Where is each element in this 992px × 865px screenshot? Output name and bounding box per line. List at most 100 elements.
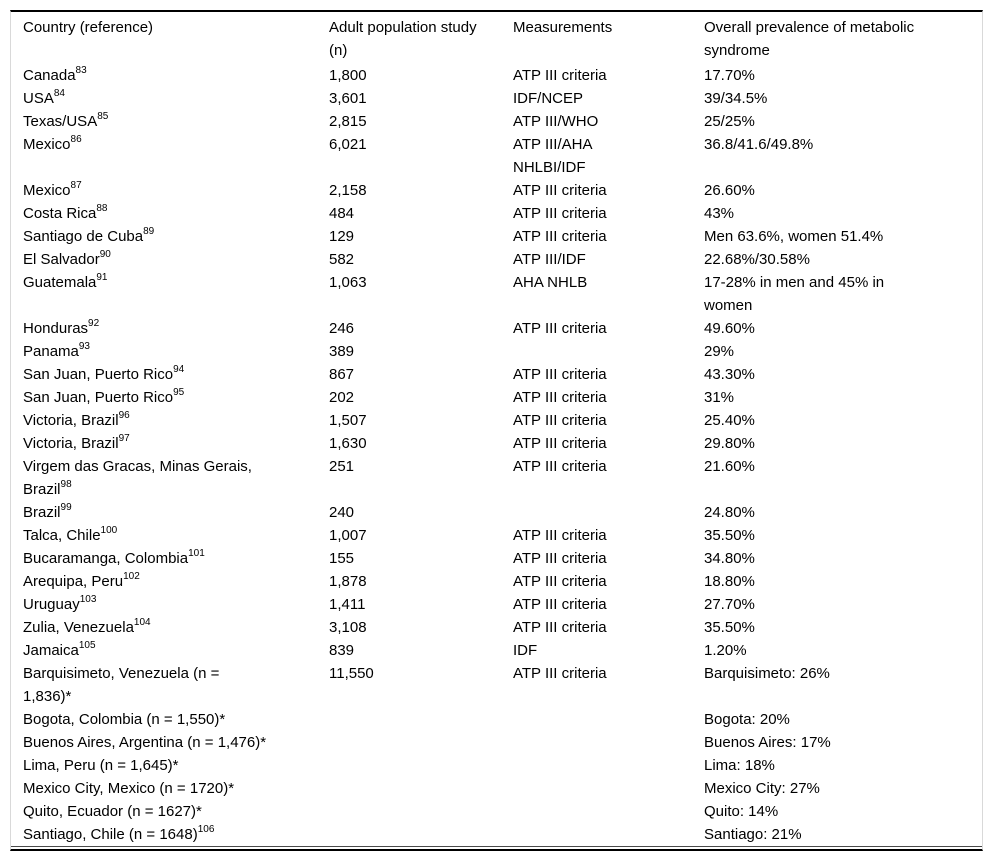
table-row: Bucaramanga, Colombia101 155 ATP III crite…	[11, 547, 982, 570]
population-cell: 11,550	[329, 665, 374, 682]
population-cell	[317, 823, 501, 847]
population-cell: 6,021	[329, 136, 367, 153]
table-row: Costa Rica88 484 ATP III criteria 43%	[11, 202, 982, 225]
prevalence-cell: 17.70%	[704, 67, 755, 84]
population-cell: 2,815	[329, 113, 367, 130]
table-row: Guatemala91 1,063 AHA NHLB 17-28% in men an…	[11, 271, 982, 317]
population-cell: 839	[329, 642, 355, 659]
measurements-cell: ATP III criteria	[513, 67, 607, 84]
measurements-cell: ATP III criteria	[513, 550, 607, 567]
prevalence-cell: 34.80%	[704, 550, 755, 567]
prevalence-cell: 24.80%	[704, 504, 755, 521]
prevalence-cell: Barquisimeto: 26%	[704, 665, 830, 682]
measurements-cell	[501, 754, 692, 777]
population-cell: 155	[329, 550, 355, 567]
population-cell: 251	[329, 458, 355, 475]
prevalence-cell: Lima: 18%	[704, 757, 775, 774]
table-row: Bogota, Colombia (n = 1,550)* Bogota: 20%	[11, 708, 982, 731]
measurements-cell: IDF/NCEP	[513, 90, 584, 107]
country-cell: Victoria, Brazil96	[23, 410, 130, 430]
population-cell: 246	[329, 320, 355, 337]
prevalence-cell: 49.60%	[704, 320, 755, 337]
measurements-cell: ATP III criteria	[513, 205, 607, 222]
header-row: Country (reference) Adult population stu…	[11, 12, 982, 64]
table-row: Talca, Chile100 1,007 ATP III criteria 35.5…	[11, 524, 982, 547]
measurements-cell	[501, 800, 692, 823]
country-cell: Arequipa, Peru102	[23, 571, 140, 591]
table-row: San Juan, Puerto Rico94 867 ATP III criter…	[11, 363, 982, 386]
table-row: Texas/USA85 2,815 ATP III/WHO 25/25%	[11, 110, 982, 133]
prevalence-cell: 22.68%/30.58%	[704, 251, 810, 268]
population-cell: 1,800	[329, 67, 367, 84]
country-cell: Mexico City, Mexico (n = 1720)*	[23, 780, 235, 797]
reference-superscript: 103	[79, 594, 97, 605]
population-cell: 1,507	[329, 412, 367, 429]
prevalence-cell: 1.20%	[704, 642, 747, 659]
reference-superscript: 105	[78, 640, 96, 651]
prevalence-cell: 25.40%	[704, 412, 755, 429]
country-cell: Buenos Aires, Argentina (n = 1,476)*	[23, 734, 267, 751]
reference-superscript: 102	[123, 571, 140, 582]
measurements-cell: ATP III criteria	[513, 619, 607, 636]
table-row: Arequipa, Peru102 1,878 ATP III criteria 18…	[11, 570, 982, 593]
measurements-cell: ATP III criteria	[513, 366, 607, 383]
table-body: Canada83 1,800 ATP III criteria 17.70% USA84…	[11, 64, 982, 847]
population-cell: 3,108	[329, 619, 367, 636]
country-cell: Santiago de Cuba89	[23, 226, 155, 246]
population-cell	[317, 754, 501, 777]
country-cell: Panama93	[23, 341, 90, 361]
table-row: Virgem das Gracas, Minas Gerais, Brazil9…	[11, 455, 982, 501]
prevalence-cell: 39/34.5%	[704, 90, 768, 107]
prevalence-cell: 29%	[704, 343, 735, 360]
population-cell: 389	[329, 343, 355, 360]
country-cell: Guatemala91	[23, 272, 108, 292]
table-row: Mexico City, Mexico (n = 1720)* Mexico Ci…	[11, 777, 982, 800]
measurements-cell	[501, 823, 692, 847]
country-cell: Barquisimeto, Venezuela (n = 1,836)*	[23, 665, 220, 705]
reference-superscript: 101	[188, 548, 205, 559]
country-cell: Mexico86	[23, 134, 82, 154]
prevalence-cell: 31%	[704, 389, 735, 406]
measurements-cell	[501, 340, 692, 363]
table-header: Country (reference) Adult population stu…	[11, 12, 982, 64]
population-cell: 582	[329, 251, 355, 268]
reference-superscript: 86	[70, 134, 82, 145]
measurements-cell: AHA NHLB	[513, 274, 588, 291]
prevalence-cell: Men 63.6%, women 51.4%	[704, 228, 884, 245]
population-cell: 240	[329, 504, 355, 521]
prevalence-table: Country (reference) Adult population stu…	[11, 12, 982, 847]
table-row: Santiago de Cuba89 129 ATP III criteria Men…	[11, 225, 982, 248]
table-row: Mexico87 2,158 ATP III criteria 26.60%	[11, 179, 982, 202]
reference-superscript: 83	[75, 65, 87, 76]
reference-superscript: 95	[173, 387, 185, 398]
table-row: Honduras92 246 ATP III criteria 49.60%	[11, 317, 982, 340]
country-cell: Uruguay103	[23, 594, 97, 614]
column-header-prevalence: Overall prevalence of metabolic syndrome	[704, 19, 915, 59]
prevalence-cell: 36.8/41.6/49.8%	[704, 136, 814, 153]
measurements-cell: ATP III criteria	[513, 320, 607, 337]
reference-superscript: 96	[118, 410, 130, 421]
measurements-cell: ATP III criteria	[513, 412, 607, 429]
population-cell: 1,063	[329, 274, 367, 291]
country-cell: Zulia, Venezuela104	[23, 617, 151, 637]
reference-superscript: 85	[97, 111, 109, 122]
prevalence-cell: 29.80%	[704, 435, 755, 452]
table-row: Brazil99 240 24.80%	[11, 501, 982, 524]
table-row: Jamaica105 839 IDF 1.20%	[11, 639, 982, 662]
population-cell: 1,007	[329, 527, 367, 544]
country-cell: Canada83	[23, 65, 87, 85]
population-cell: 129	[329, 228, 355, 245]
measurements-cell: IDF	[513, 642, 538, 659]
country-cell: Bogota, Colombia (n = 1,550)*	[23, 711, 226, 728]
measurements-cell: ATP III criteria	[513, 573, 607, 590]
prevalence-cell: 43.30%	[704, 366, 755, 383]
country-cell: Lima, Peru (n = 1,645)*	[23, 757, 179, 774]
measurements-cell: ATP III criteria	[513, 435, 607, 452]
table-row: Panama93 389 29%	[11, 340, 982, 363]
table-row: Victoria, Brazil97 1,630 ATP III criteria 2…	[11, 432, 982, 455]
prevalence-cell: 21.60%	[704, 458, 755, 475]
country-cell: Quito, Ecuador (n = 1627)*	[23, 803, 202, 820]
reference-superscript: 97	[118, 433, 130, 444]
prevalence-cell: 35.50%	[704, 527, 755, 544]
prevalence-cell: Mexico City: 27%	[704, 780, 820, 797]
